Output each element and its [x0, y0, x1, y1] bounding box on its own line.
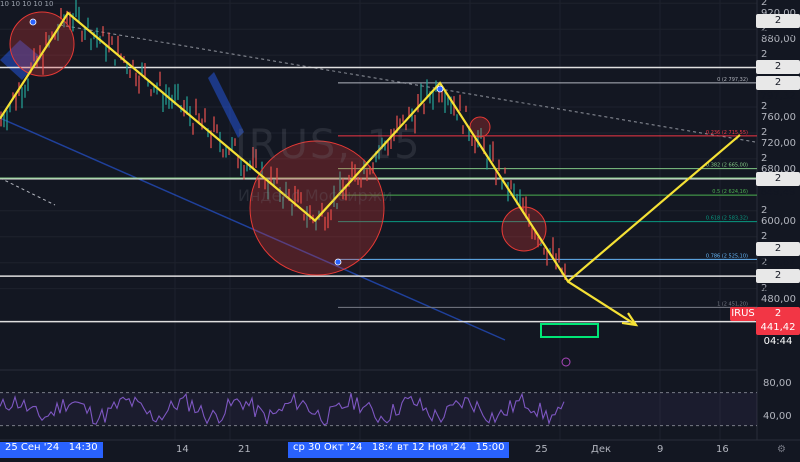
price-tick-label: 2 600,00 [761, 204, 796, 227]
channel-highlight [208, 72, 244, 138]
anchor-point [436, 85, 444, 93]
bar-countdown: 04:44 [763, 335, 793, 347]
projection-zigzag [0, 11, 741, 284]
time-tick-label: 16 [716, 444, 729, 455]
last-price-value: 2 441,42 [760, 307, 796, 333]
fib-level-label: 0.618 (2 583,32) [706, 216, 748, 222]
rsi-line [0, 392, 565, 426]
price-level-label: 2 797,32 [756, 75, 800, 102]
alert-icon [561, 357, 571, 367]
anchor-point [334, 258, 342, 266]
descending-channel-line [0, 117, 506, 341]
fib-level-label: 0.786 (2 525,10) [706, 253, 748, 259]
price-level-label: 2 820,94 [756, 60, 800, 86]
highlight-circle [469, 116, 491, 138]
highlight-circle [501, 206, 547, 252]
price-tick-label: 2 480,00 [761, 283, 796, 305]
anchor-point [29, 18, 37, 26]
price-level-label: 2 649,49 [756, 171, 800, 198]
last-price-label: 2 441,42 04:44 [756, 306, 800, 347]
top-left-readout: 10 10 10 10 10 [0, 0, 54, 8]
price-level-label: 2 892,79 [756, 13, 800, 40]
projection-arrow [567, 280, 637, 326]
time-tick-label: 21 [238, 444, 251, 455]
fib-level-label: 0.5 (2 624,16) [712, 189, 748, 195]
last-price-ticker: IRUS [730, 306, 756, 321]
dashed-trend-line [0, 177, 56, 206]
fib-level-label: 0.382 (2 665,00) [706, 163, 748, 169]
price-tick-label: 2 680,00 [761, 152, 796, 175]
time-crosshair-label: 25 Сен '24 14:30 [0, 442, 103, 458]
price-level-label: 2 540,87 [756, 242, 800, 268]
target-zone-box [540, 323, 599, 338]
arrow-head [621, 312, 639, 327]
gear-icon[interactable]: ⚙ [777, 444, 786, 455]
time-crosshair-label: ср 30 Окт '24 18:45 [288, 442, 406, 458]
price-tick-label: 2 720,00 [761, 126, 796, 149]
rsi-tick-label: 80,00 [763, 378, 792, 390]
price-tick-label: 2 920,00 [761, 0, 796, 19]
highlight-circle [9, 11, 75, 77]
fib-level-label: 0 (2 797,32) [717, 77, 748, 83]
price-tick-label: 2 760,00 [761, 101, 796, 124]
time-tick-label: 14 [176, 444, 189, 455]
symbol-watermark: IRUS, 15 [235, 122, 422, 168]
time-tick-label: Дек [591, 444, 612, 455]
time-tick-label: 9 [657, 444, 664, 455]
price-level-label: 2 499,32 [756, 269, 800, 295]
fib-level-label: 1 (2 451,20) [717, 301, 748, 307]
index-name-watermark: Индекс Мосбиржи [238, 186, 393, 205]
rsi-tick-label: 40,00 [763, 411, 792, 423]
price-tick-label: 2 880,00 [761, 23, 800, 45]
highlight-circle [249, 140, 385, 276]
time-crosshair-label: вт 12 Ноя '24 15:00 [392, 442, 510, 458]
fib-level-label: 0.236 (2 715,55) [706, 130, 748, 136]
time-tick-label: 25 [535, 444, 548, 455]
